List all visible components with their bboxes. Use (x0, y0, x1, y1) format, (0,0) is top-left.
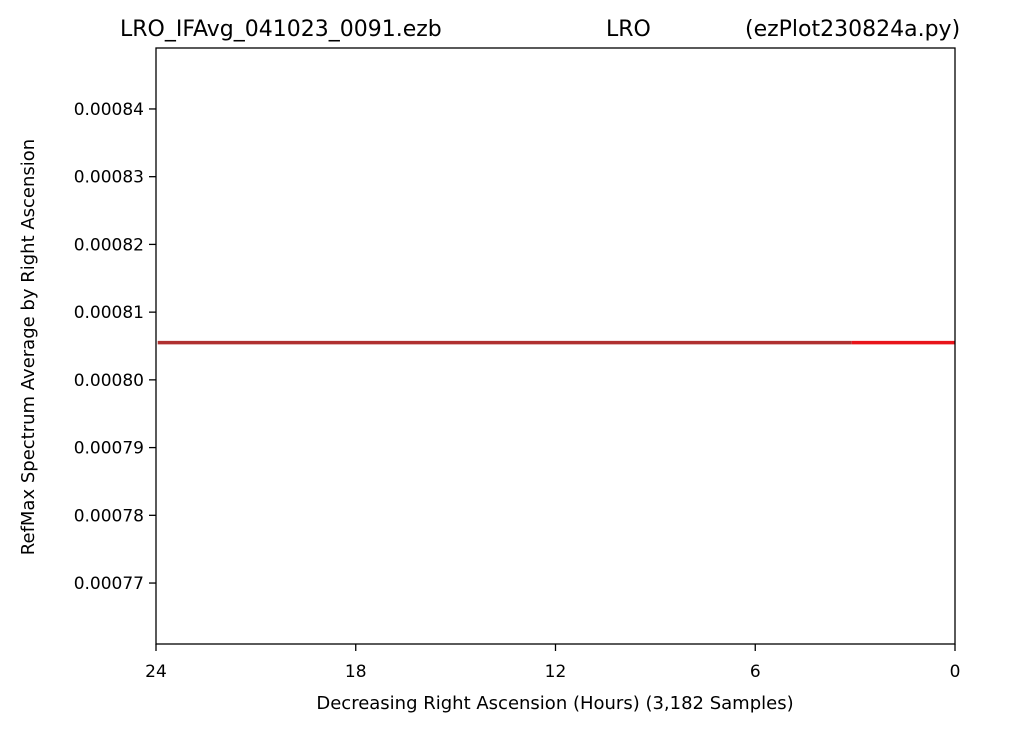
x-tick-label: 24 (145, 662, 167, 682)
y-tick-label: 0.00084 (74, 100, 144, 120)
plot-frame (155, 47, 956, 645)
x-tick-label: 6 (750, 662, 761, 682)
y-axis-label: RefMax Spectrum Average by Right Ascensi… (18, 139, 39, 555)
x-axis-label: Decreasing Right Ascension (Hours) (3,18… (316, 693, 793, 714)
y-tick-label: 0.00078 (74, 506, 144, 526)
y-axis-ticks: 0.00077 0.00078 0.00079 0.00080 0.00081 0.000… (74, 100, 156, 594)
title-filename: LRO_IFAvg_041023_0091.ezb (120, 17, 442, 42)
y-tick-label: 0.00080 (74, 371, 144, 391)
y-tick-label: 0.00077 (74, 574, 144, 594)
y-tick-label: 0.00082 (74, 235, 144, 255)
x-tick-label: 0 (950, 662, 961, 682)
y-tick-label: 0.00079 (74, 439, 144, 459)
title-script: (ezPlot230824a.py) (745, 17, 960, 42)
x-axis-ticks: 24 18 12 6 0 (145, 644, 960, 682)
y-tick-label: 0.00081 (74, 303, 144, 323)
y-tick-label: 0.00083 (74, 168, 144, 188)
x-tick-label: 12 (545, 662, 567, 682)
x-tick-label: 18 (345, 662, 367, 682)
title-telescope: LRO (606, 17, 651, 42)
